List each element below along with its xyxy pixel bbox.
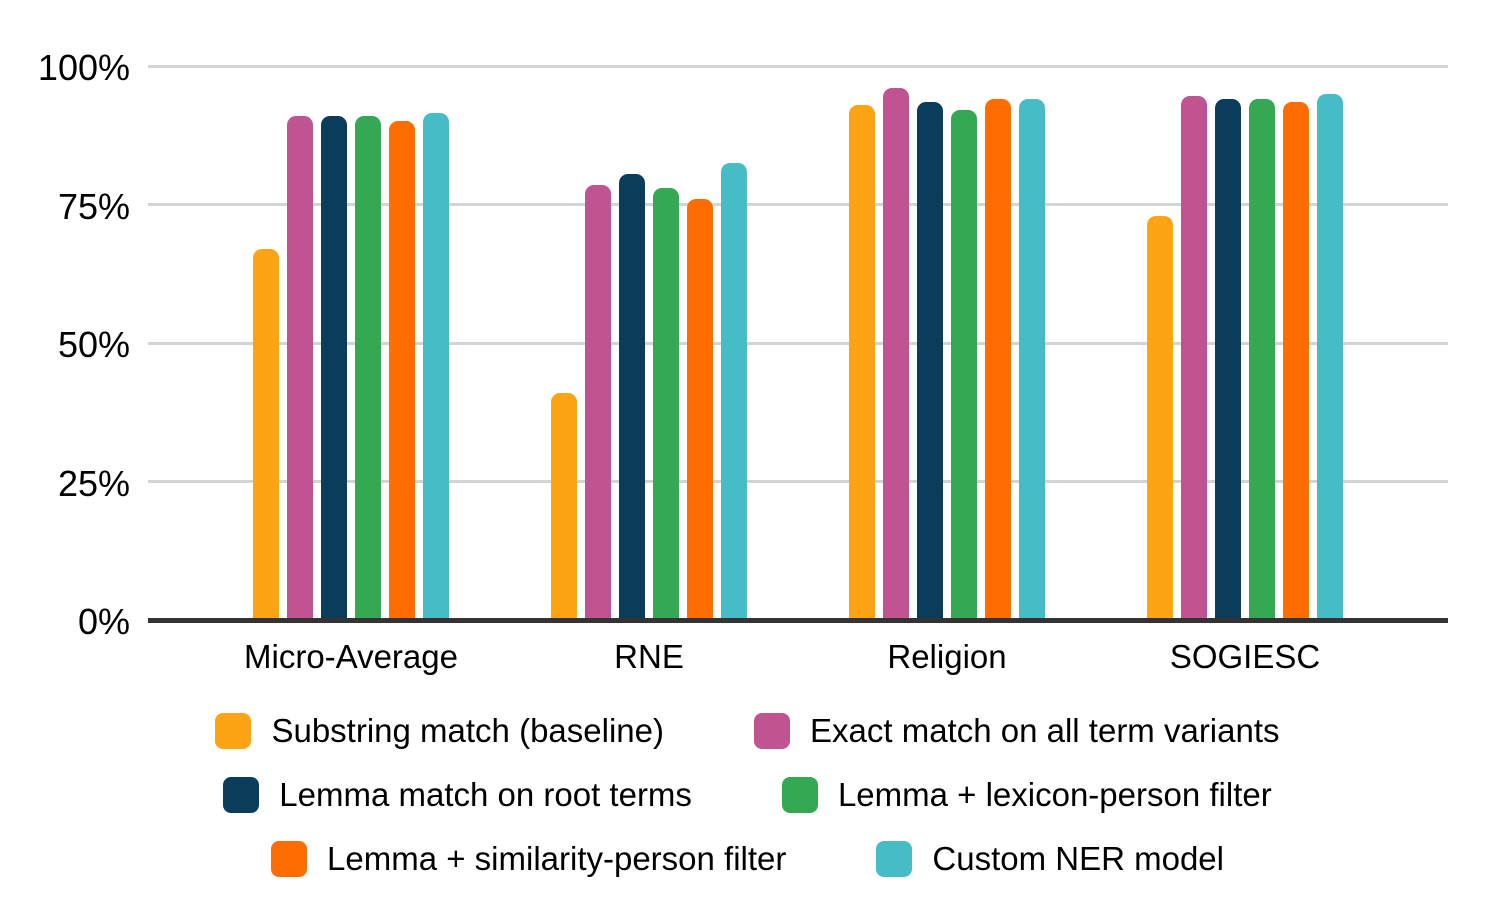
x-axis-label: RNE xyxy=(614,638,684,675)
legend-row: Lemma match on root terms Lemma + lexicon… xyxy=(223,776,1272,814)
legend-swatch-icon xyxy=(215,713,252,749)
bar xyxy=(619,174,645,620)
legend: Substring match (baseline) Exact match on… xyxy=(0,712,1495,878)
y-axis-tick-label: 0% xyxy=(77,601,130,642)
legend-item: Custom NER model xyxy=(876,840,1224,878)
legend-item: Substring match (baseline) xyxy=(215,712,664,750)
bar xyxy=(1215,99,1241,620)
legend-item: Lemma + similarity-person filter xyxy=(271,840,786,878)
y-axis-tick-label: 75% xyxy=(57,185,130,227)
bar xyxy=(585,185,611,620)
x-axis-label: Religion xyxy=(887,638,1007,675)
bar xyxy=(1181,96,1207,620)
y-axis-tick-label: 50% xyxy=(57,324,130,365)
legend-label: Custom NER model xyxy=(932,840,1224,877)
x-axis-label: SOGIESC xyxy=(1169,638,1321,675)
bar xyxy=(253,248,279,620)
bar xyxy=(951,110,977,620)
x-axis-label: Micro-Average xyxy=(244,638,458,675)
y-axis-tick-label: 100% xyxy=(37,47,130,88)
bar-group-rne xyxy=(551,66,747,620)
bar xyxy=(985,99,1011,620)
legend-swatch-icon xyxy=(876,841,913,877)
gridline xyxy=(148,480,1448,483)
legend-label: Exact match on all term variants xyxy=(810,712,1280,749)
bar xyxy=(1249,99,1275,620)
gridline xyxy=(148,64,1448,68)
bar-group-sogiesc xyxy=(1147,66,1343,620)
legend-item: Exact match on all term variants xyxy=(754,712,1280,750)
legend-swatch-icon xyxy=(271,841,308,877)
gridline xyxy=(148,203,1448,206)
bar xyxy=(321,115,347,620)
bar xyxy=(355,115,381,620)
bar xyxy=(653,187,679,620)
legend-label: Lemma + similarity-person filter xyxy=(327,840,787,877)
x-axis-line xyxy=(148,618,1448,623)
legend-item: Lemma + lexicon-person filter xyxy=(781,776,1272,814)
legend-swatch-icon xyxy=(223,777,260,813)
gridline xyxy=(148,341,1448,345)
bar xyxy=(423,113,449,620)
bar-group-micro-average xyxy=(253,66,449,620)
bar xyxy=(721,162,747,620)
bar xyxy=(1317,93,1343,620)
legend-swatch-icon xyxy=(781,777,818,813)
bar xyxy=(687,198,713,620)
y-axis-tick-label: 25% xyxy=(57,462,130,504)
bar xyxy=(883,88,909,620)
legend-item: Lemma match on root terms xyxy=(223,776,692,814)
bar xyxy=(287,115,313,620)
bar xyxy=(389,121,415,620)
bar xyxy=(917,102,943,620)
bar-group-religion xyxy=(849,66,1045,620)
legend-row: Lemma + similarity-person filter Custom N… xyxy=(271,840,1224,878)
legend-label: Substring match (baseline) xyxy=(271,712,664,749)
bar xyxy=(1283,102,1309,620)
bar xyxy=(849,104,875,620)
legend-label: Lemma match on root terms xyxy=(279,776,692,813)
bar xyxy=(1147,215,1173,620)
bar xyxy=(1019,99,1045,620)
bar xyxy=(551,392,577,620)
legend-swatch-icon xyxy=(754,713,790,749)
legend-label: Lemma + lexicon-person filter xyxy=(837,776,1272,813)
legend-row: Substring match (baseline) Exact match on… xyxy=(215,712,1280,750)
